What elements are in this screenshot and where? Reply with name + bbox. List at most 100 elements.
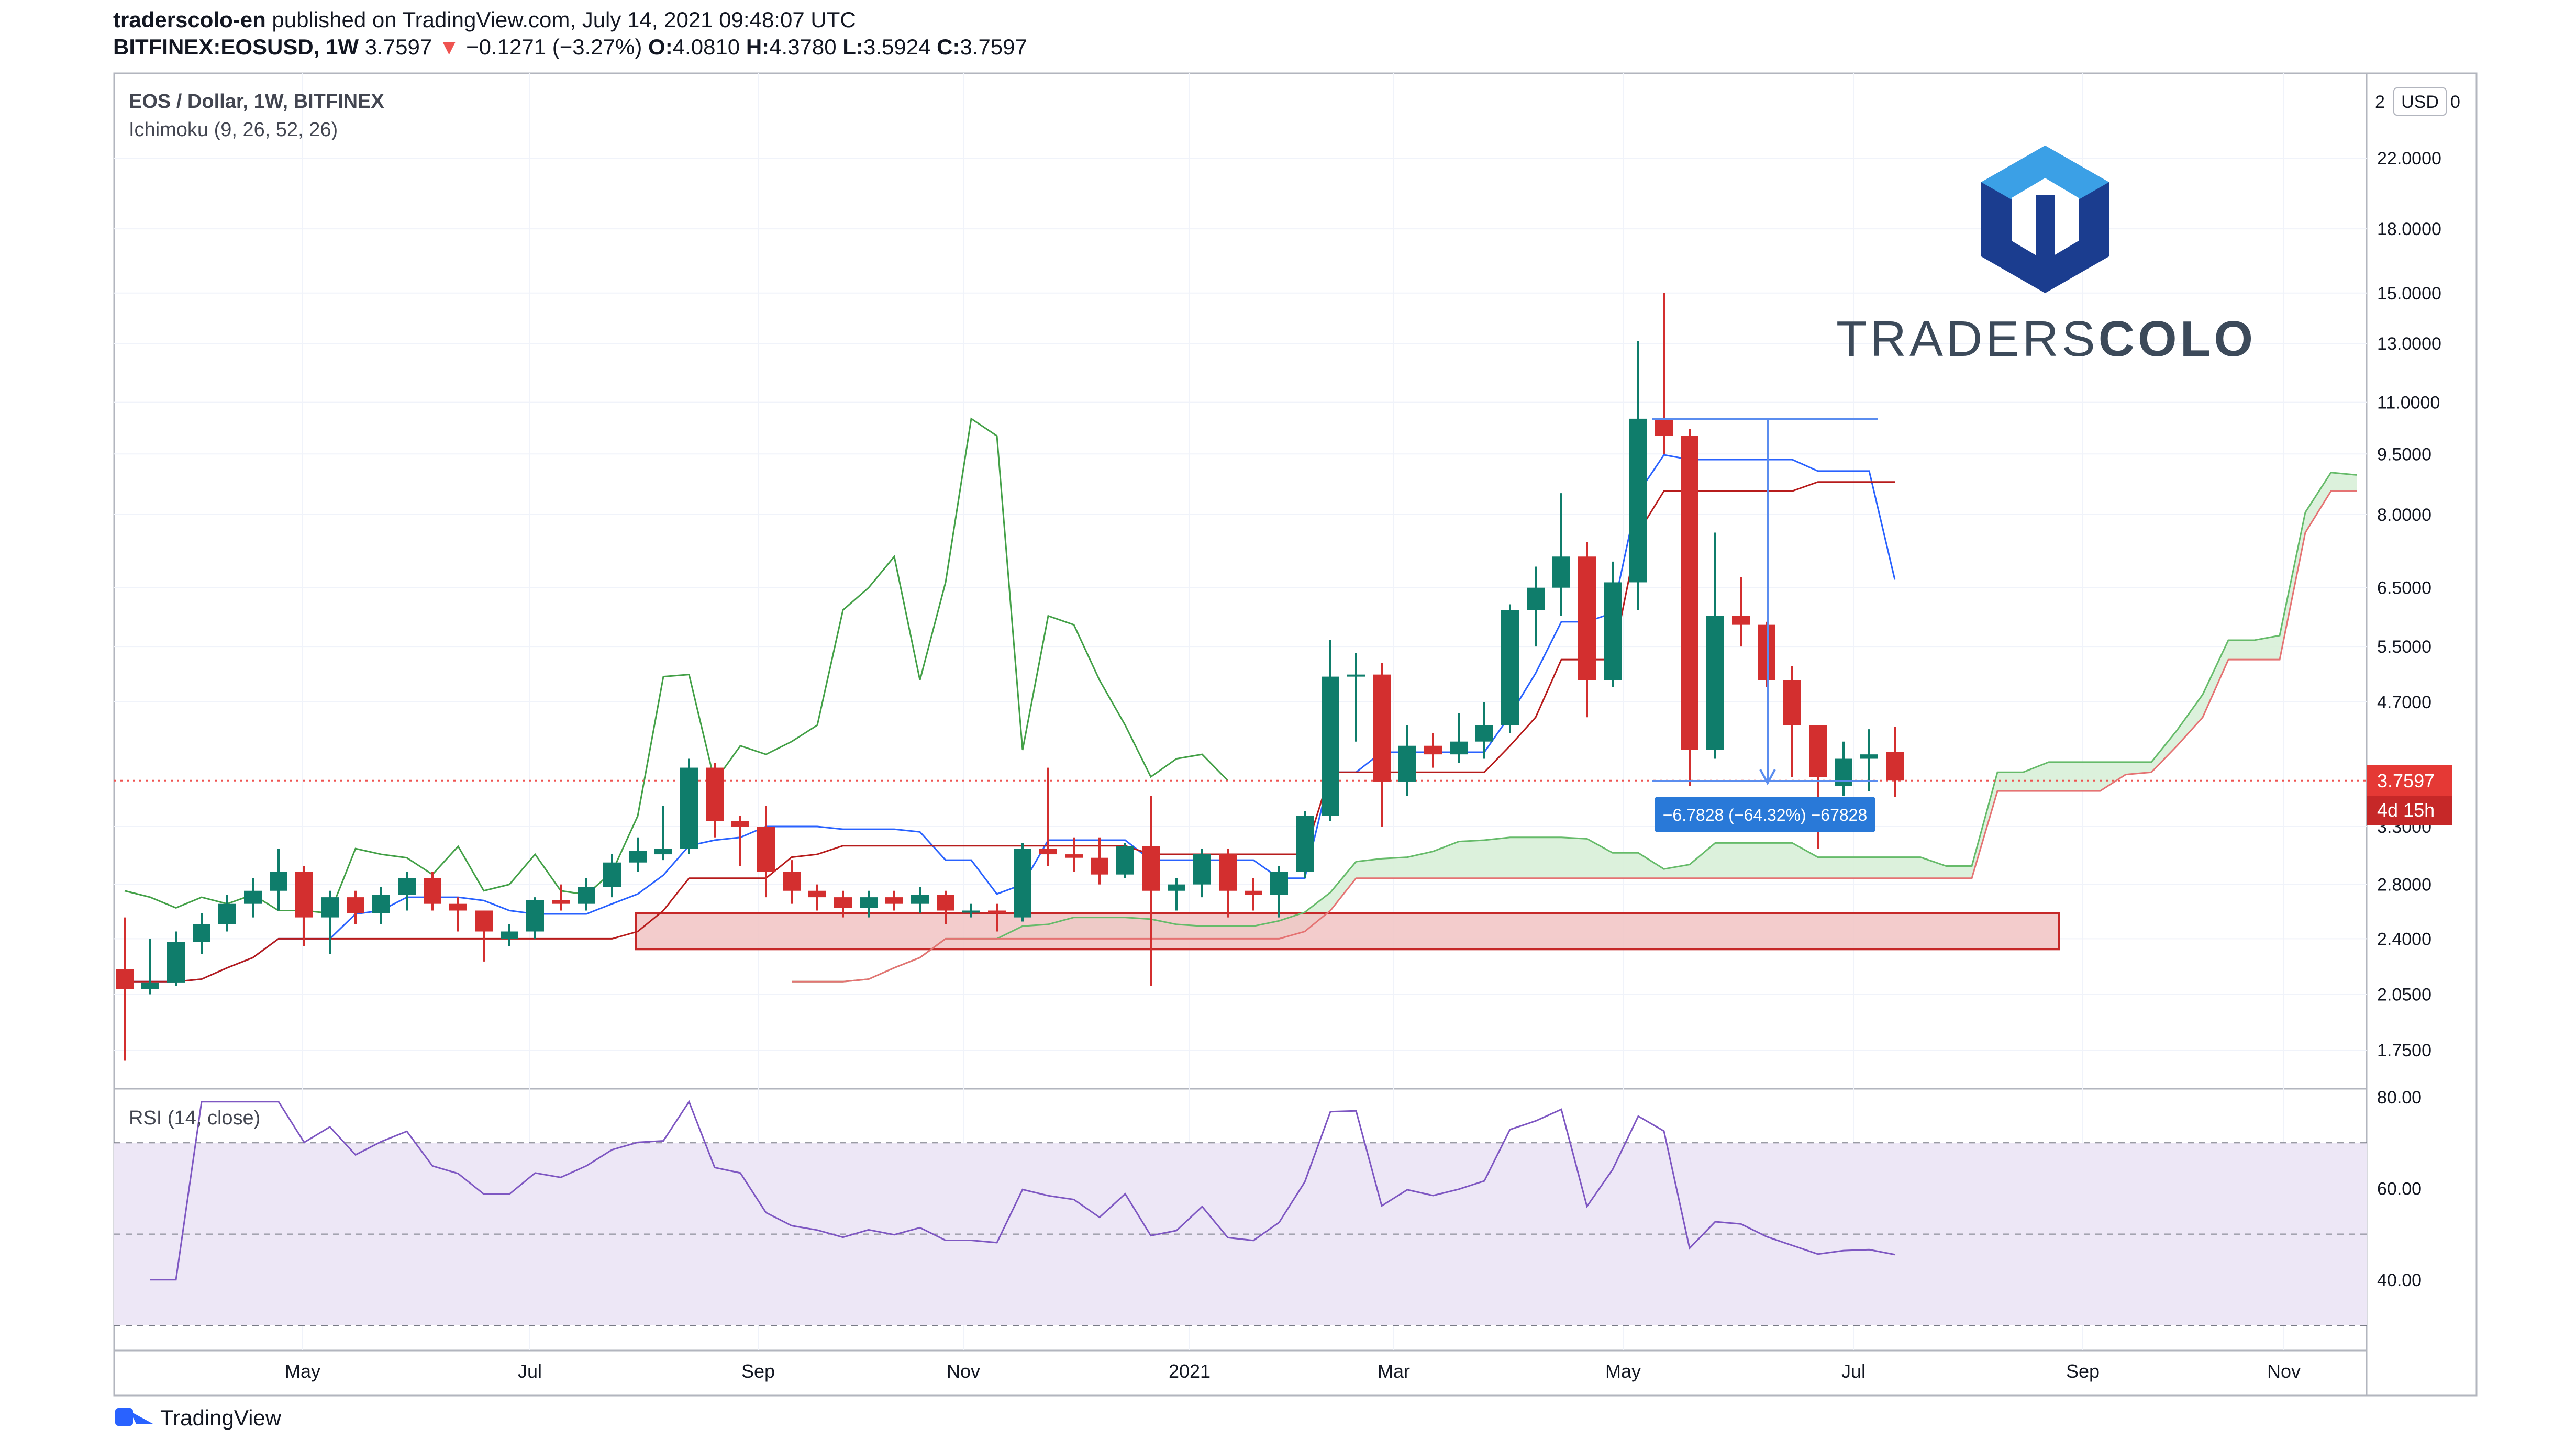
candle-body [1501,610,1519,726]
cloud-segment [2280,512,2305,660]
close-value: 3.7597 [960,35,1027,59]
candle-body [501,931,518,939]
time-tick-label: Mar [1378,1360,1410,1382]
candle-body [1732,616,1750,625]
cloud-segment [1356,858,1382,878]
candle-body [834,897,852,908]
time-axis-labels: May Jul Sep Nov 2021 Mar May Jul Sep Nov [285,1360,2301,1382]
cloud-segment [1407,851,1433,878]
price-tick-label: 13.0000 [2377,334,2441,354]
candle-body [167,942,185,983]
candle-body [1450,741,1468,755]
cloud-segment [1561,837,1587,878]
cloud-segment [1715,843,1741,878]
candle-body [1193,854,1211,885]
logo-text-bold: COLO [2098,311,2256,367]
legend-indicator[interactable]: Ichimoku (9, 26, 52, 26) [129,119,338,141]
currency-box[interactable] [2393,87,2447,116]
time-tick-label: May [1605,1360,1641,1382]
cloud-segment [2074,762,2100,791]
last-price-label: 3.7597 [2377,770,2435,791]
rsi-tick-label: 40.00 [2377,1270,2422,1290]
time-tick-label: Nov [947,1360,980,1382]
publish-line: traderscolo-en published on TradingView.… [113,7,856,32]
top-tick-left: 2 [2375,92,2385,112]
close-label: C: [937,35,960,59]
legend-title[interactable]: EOS / Dollar, 1W, BITFINEX [129,91,384,113]
senkou-span-a-line [792,472,2357,983]
top-tick-right: 0 [2450,92,2460,112]
candle-body [372,895,390,913]
currency-label[interactable]: USD [2401,92,2439,112]
candle-body [526,900,544,932]
price-tick-label: 5.5000 [2377,637,2431,657]
candle-body [1527,587,1545,610]
price-tick-label: 2.8000 [2377,875,2431,895]
candle-body [783,872,801,891]
cloud-segment [2126,762,2151,775]
time-axis[interactable] [113,1349,2368,1397]
candle-body [1809,725,1827,777]
cloud-segment [1895,857,1920,878]
kijun-sen-line [125,481,1895,983]
support-zone[interactable] [635,912,2060,951]
candle-body [218,903,236,924]
measure-label-box [1655,797,1875,832]
cloud-segment [2151,730,2177,773]
candle-body [962,910,980,913]
candle-body [808,890,826,898]
time-tick-label: 2021 [1169,1360,1211,1382]
candle-body [654,849,672,855]
candle-body [680,767,698,849]
symbol-line: BITFINEX:EOSUSD, 1W [113,35,359,59]
rsi-legend[interactable]: RSI (14, close) [129,1107,260,1129]
cloud-segment [2023,762,2049,791]
cloud-segment [1946,866,1972,878]
cloud-segment [1330,861,1356,911]
cloud-segment [1382,857,1407,878]
measurement-tool[interactable]: −6.7828 (−64.32%) −67828 [1652,418,1878,832]
candle-body [295,872,313,918]
candle-body [270,872,287,891]
high-value: 4.3780 [769,35,837,59]
open-label: O: [648,35,673,59]
author-name[interactable]: traderscolo-en [113,7,266,32]
price-axis[interactable] [2366,72,2478,1397]
price-tick-label: 2.0500 [2377,985,2431,1004]
measure-arrow-head [1759,769,1776,786]
tradingview-icon[interactable] [115,1408,153,1426]
price-tick-label: 18.0000 [2377,219,2441,239]
logo-t-stem-icon [2036,195,2055,268]
cloud-segment [1792,843,1818,878]
cloud-segment [1972,772,1997,878]
ohlc-line: BITFINEX:EOSUSD, 1W 3.7597 ▼ −0.1271 (−3… [113,35,1027,60]
cloud-segment [1536,837,1561,878]
candle-body [937,895,954,911]
cloud-segment [2254,635,2280,660]
high-label: H: [746,35,770,59]
candle-body [1578,556,1596,680]
candle-body [885,897,903,904]
cloud-segment [1920,857,1946,878]
candle-body [1347,674,1365,677]
rsi-tick-label: 80.00 [2377,1088,2422,1108]
candle-body [1219,854,1237,891]
cloud-segment [1459,840,1484,878]
time-tick-label: Jul [1841,1360,1866,1382]
tenkan-sen-line [125,454,1896,983]
candle-body [629,851,647,863]
last-price-box [2367,765,2452,796]
footer-brand[interactable]: TradingView [160,1405,282,1430]
candle-body [1270,872,1288,895]
low-value: 3.5924 [863,35,931,59]
candle-body [141,982,159,989]
candle-body [193,924,210,942]
candle-body [1783,680,1801,726]
countdown-box [2367,796,2452,825]
cloud-segment [2228,640,2254,660]
candle-body [1860,754,1878,759]
cloud-segment [2203,640,2228,718]
cloud-segment [1997,772,2023,791]
candle-body [1245,890,1262,895]
